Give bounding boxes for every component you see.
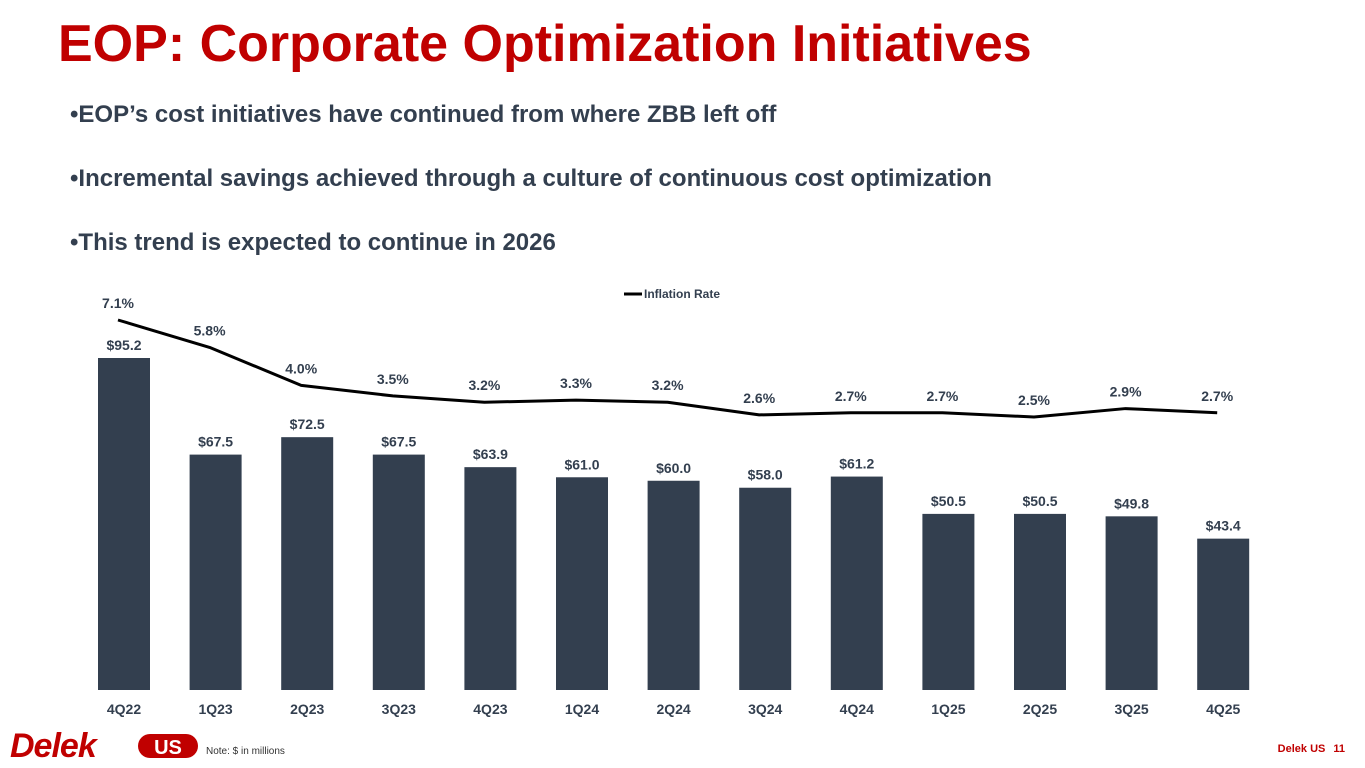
bar-value-label: $67.5: [381, 434, 416, 450]
inflation-value-label: 2.6%: [743, 390, 775, 406]
bar-2Q25: [1014, 513, 1066, 690]
bullet-item: EOP’s cost initiatives have continued fr…: [70, 98, 992, 162]
delek-logo: Delek US: [10, 728, 198, 762]
bar-value-label: $60.0: [656, 460, 691, 476]
bullet-item: This trend is expected to continue in 20…: [70, 226, 992, 290]
inflation-value-label: 7.1%: [102, 295, 134, 311]
x-tick-label: 4Q24: [840, 701, 874, 717]
inflation-value-label: 2.5%: [1018, 392, 1050, 408]
footer-company: Delek US: [1277, 743, 1326, 755]
inflation-value-label: 4.0%: [285, 360, 317, 376]
bar-4Q24: [830, 476, 883, 690]
bar-value-label: $50.5: [1022, 493, 1057, 509]
chart-legend: Inflation Rate: [624, 287, 720, 301]
x-tick-label: 2Q23: [290, 701, 324, 717]
bar-3Q23: [372, 454, 425, 690]
inflation-value-label: 3.3%: [560, 375, 592, 391]
x-tick-label: 1Q25: [931, 701, 965, 717]
x-tick-label: 4Q23: [473, 701, 507, 717]
inflation-value-label: 2.7%: [835, 388, 867, 404]
inflation-value-label: 2.9%: [1110, 384, 1142, 400]
inflation-value-label: 3.2%: [468, 377, 500, 393]
bar-4Q22: [98, 358, 150, 690]
logo-wordmark: Delek: [10, 728, 99, 762]
bullet-list: EOP’s cost initiatives have continued fr…: [70, 98, 992, 290]
bar-2Q23: [281, 437, 334, 690]
footer: Delek US 11: [1278, 743, 1345, 755]
bar-4Q23: [464, 467, 517, 690]
inflation-value-label: 5.8%: [194, 322, 226, 338]
bar-1Q23: [189, 454, 242, 690]
x-tick-label: 2Q24: [656, 701, 690, 717]
x-tick-label: 4Q25: [1206, 701, 1240, 717]
bar-value-label: $72.5: [290, 416, 325, 432]
x-tick-label: 1Q24: [565, 701, 599, 717]
bar-1Q25: [922, 513, 975, 690]
x-tick-label: 3Q24: [748, 701, 782, 717]
bar-3Q24: [739, 487, 792, 690]
bar-value-label: $61.0: [564, 456, 599, 472]
logo-badge: [138, 734, 198, 758]
inflation-value-label: 2.7%: [1201, 388, 1233, 404]
inflation-value-label: 3.2%: [652, 377, 684, 393]
legend-label: Inflation Rate: [644, 287, 720, 301]
bar-4Q25: [1197, 538, 1250, 690]
bar-value-label: $61.2: [839, 456, 874, 472]
x-tick-label: 2Q25: [1023, 701, 1057, 717]
cost-inflation-chart: Inflation Rate $95.2 $67.5 $72.5 $67.5 $63.9…: [98, 287, 1250, 717]
inflation-value-label: 2.7%: [926, 388, 958, 404]
bar-3Q25: [1105, 516, 1158, 690]
bar-value-label: $67.5: [198, 434, 233, 450]
bar-value-label: $49.8: [1114, 495, 1149, 511]
bar-value-label: $58.0: [748, 467, 783, 483]
bar-value-label: $95.2: [106, 337, 141, 353]
bar-value-label: $63.9: [473, 446, 508, 462]
logo-badge-text: US: [154, 737, 182, 759]
x-tick-label: 4Q22: [107, 701, 141, 717]
x-tick-label: 1Q23: [198, 701, 232, 717]
page-number: 11: [1333, 743, 1345, 755]
page-title: EOP: Corporate Optimization Initiatives: [58, 15, 1032, 73]
footnote: Note: $ in millions: [206, 746, 285, 757]
bar-value-label: $43.4: [1206, 518, 1241, 534]
inflation-value-label: 3.5%: [377, 371, 409, 387]
bar-2Q24: [647, 480, 700, 690]
x-tick-label: 3Q23: [382, 701, 416, 717]
bar-1Q24: [556, 477, 608, 690]
inflation-rate-line: [117, 318, 1218, 419]
bar-value-label: $50.5: [931, 493, 966, 509]
x-tick-label: 3Q25: [1114, 701, 1148, 717]
bullet-item: Incremental savings achieved through a c…: [70, 162, 991, 226]
